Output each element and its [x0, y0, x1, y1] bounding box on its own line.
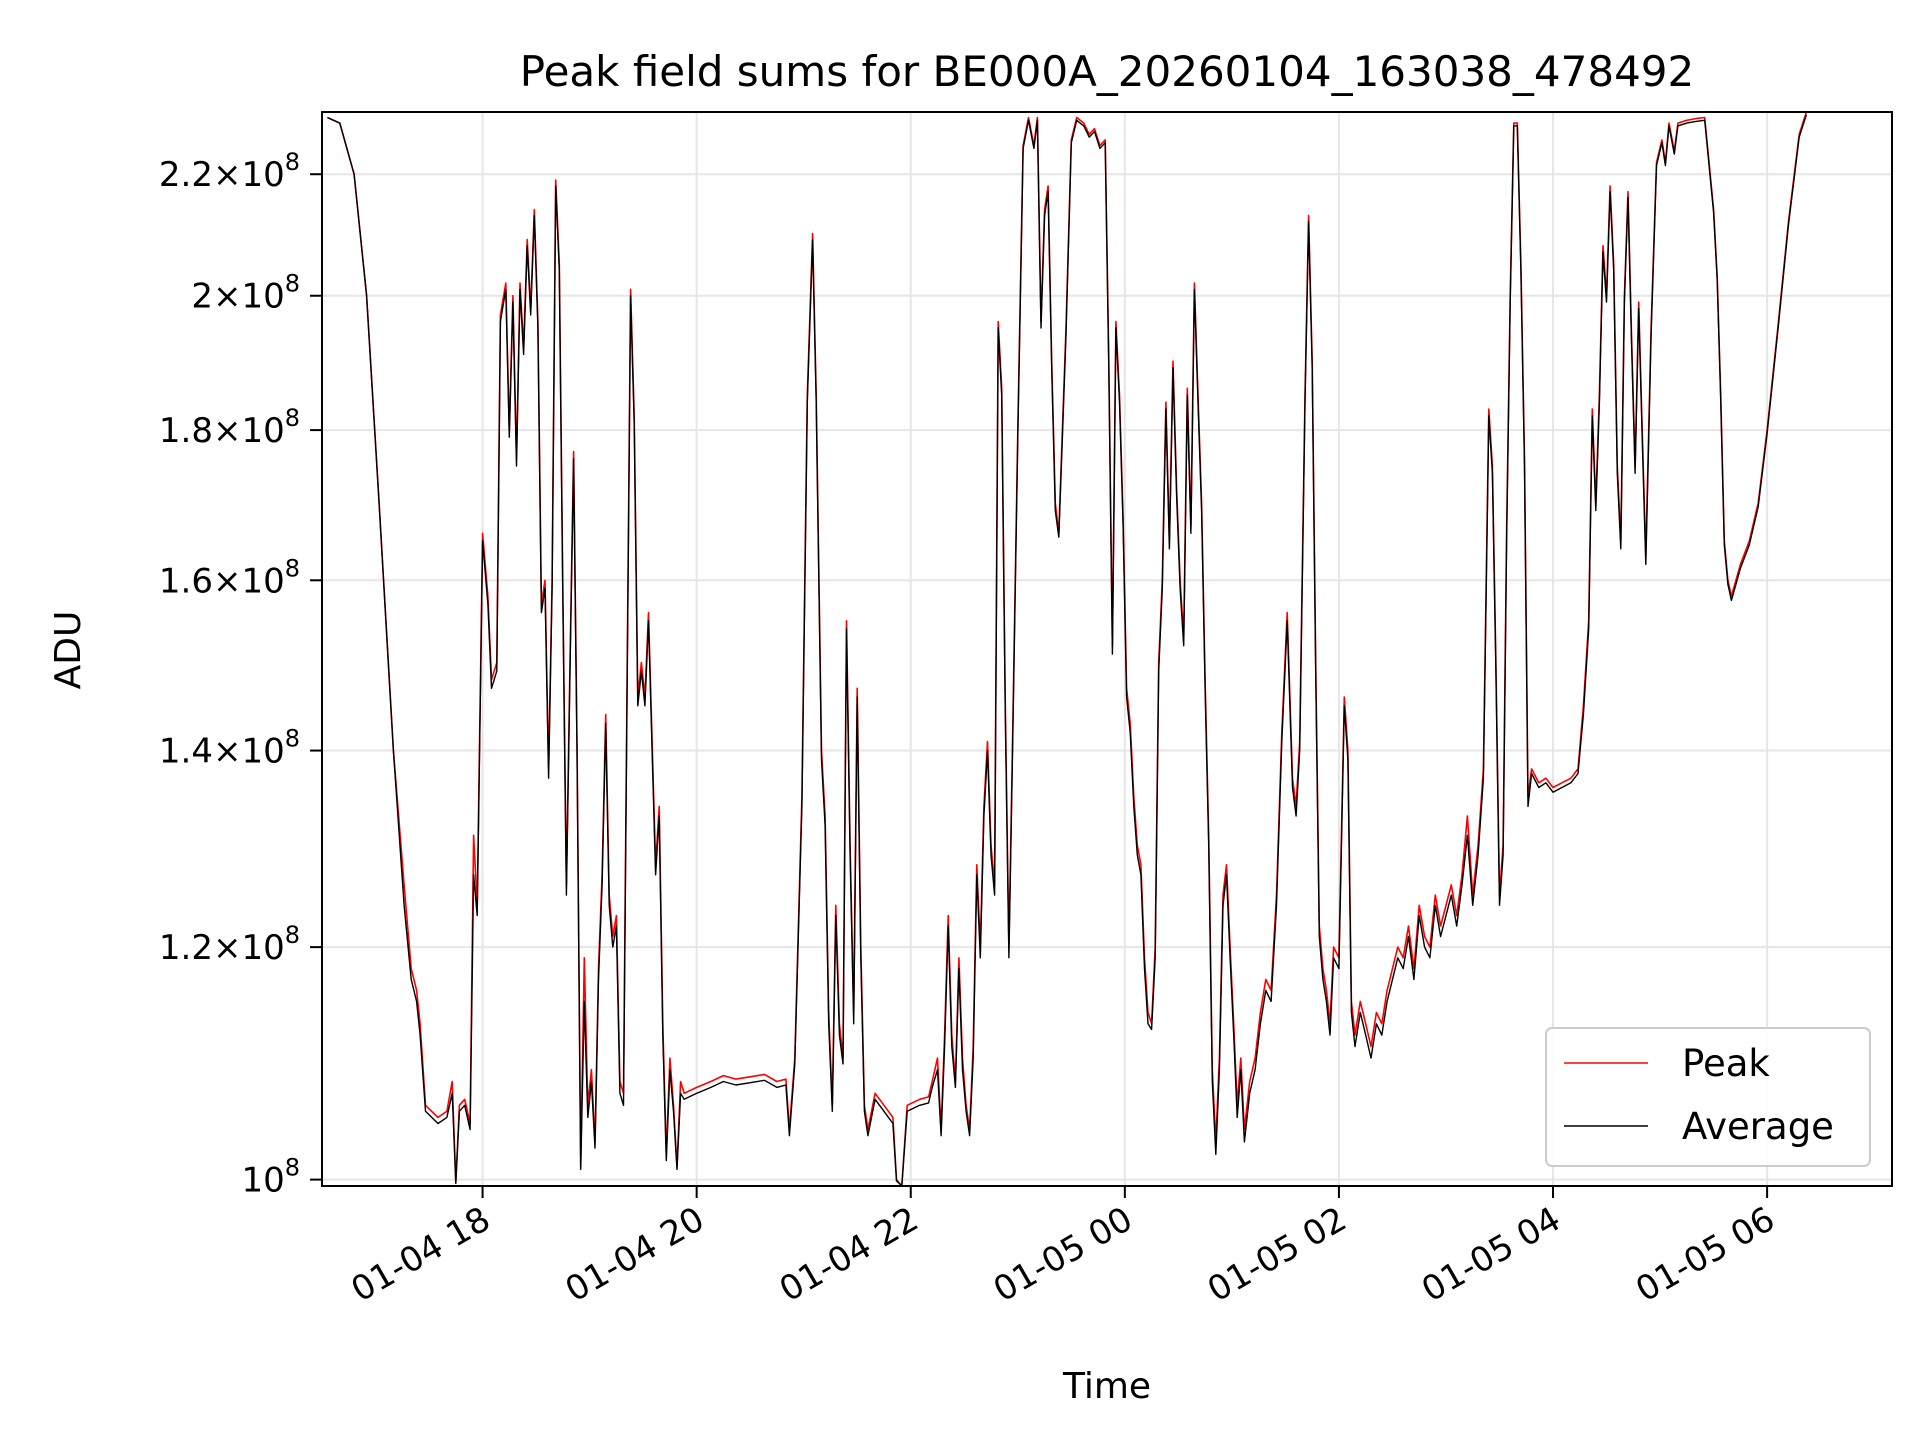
series-line-average: [327, 114, 1808, 1187]
x-tick-label: 01-04 18: [345, 1199, 497, 1310]
series-layer: [327, 111, 1808, 1187]
y-tick-label: 1.4×108: [159, 725, 300, 772]
legend: Peak Average: [1545, 1027, 1871, 1167]
y-tick-label: 1.2×108: [159, 921, 300, 968]
x-axis-label: Time: [1062, 1366, 1151, 1407]
x-axis: 01-04 18 01-04 20 01-04 22 01-05 00 01-05 02…: [345, 1186, 1782, 1310]
y-tick-label: 1.6×108: [159, 554, 300, 601]
x-tick-label: 01-05 04: [1415, 1199, 1567, 1310]
x-tick-label: 01-04 20: [559, 1199, 711, 1310]
chart-title: Peak field sums for BE000A_20260104_1630…: [520, 47, 1694, 96]
y-tick-label: 2×108: [191, 270, 300, 317]
plot-frame: [321, 111, 1893, 1187]
y-axis-label: ADU: [48, 611, 89, 690]
y-tick-label: 108: [241, 1154, 300, 1201]
x-tick-label: 01-05 06: [1629, 1199, 1781, 1310]
y-axis: 108 1.2×108 1.4×108 1.6×108 1.8×108 2×108 2.2×…: [159, 148, 322, 1201]
y-tick-label: 2.2×108: [159, 148, 300, 195]
x-tick-label: 01-05 00: [987, 1199, 1139, 1310]
y-tick-label: 1.8×108: [159, 404, 300, 451]
x-tick-label: 01-04 22: [773, 1199, 925, 1310]
legend-label-average: Average: [1682, 1105, 1834, 1148]
series-line-peak: [327, 111, 1808, 1187]
x-tick-label: 01-05 02: [1201, 1199, 1353, 1310]
legend-label-peak: Peak: [1682, 1042, 1770, 1085]
